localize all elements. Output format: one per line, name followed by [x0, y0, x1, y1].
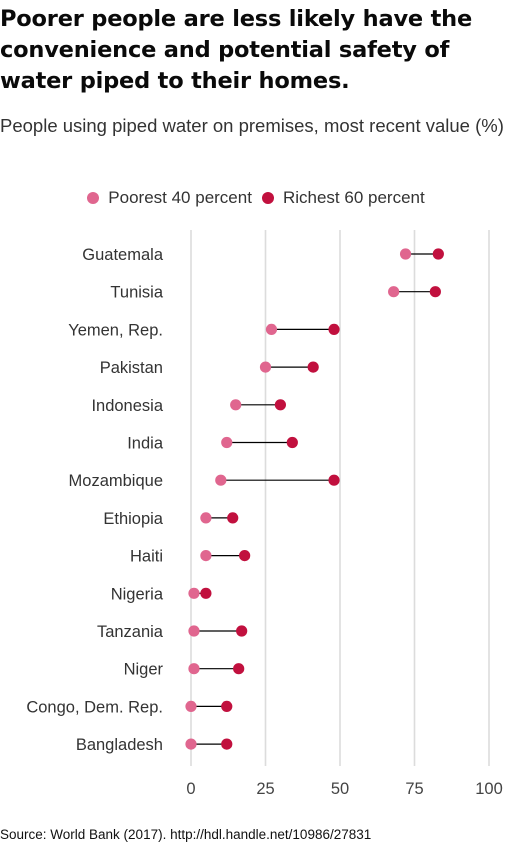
dot-richest-guatemala	[432, 248, 444, 260]
category-label-ethiopia: Ethiopia	[103, 510, 163, 528]
dot-poorest-nigeria	[188, 587, 200, 599]
legend-item-poorest: Poorest 40 percent	[87, 188, 252, 208]
legend: Poorest 40 percent Richest 60 percent	[0, 186, 512, 210]
category-label-tunisia: Tunisia	[110, 284, 163, 302]
dot-richest-india	[286, 436, 298, 449]
dot-richest-mozambique	[328, 474, 340, 486]
dot-richest-indonesia	[274, 399, 286, 411]
dot-richest-haiti	[239, 550, 251, 562]
dot-richest-tanzania	[236, 625, 248, 637]
category-label-india: India	[127, 435, 164, 453]
category-label-haiti: Haiti	[130, 548, 163, 566]
dot-poorest-haiti	[200, 550, 212, 562]
x-tick-label-0: 0	[186, 780, 195, 798]
category-label-tanzania: Tanzania	[97, 623, 164, 641]
category-label-indonesia: Indonesia	[91, 397, 163, 415]
category-label-yemen-rep: Yemen, Rep.	[68, 321, 163, 339]
dot-poorest-tanzania	[188, 625, 200, 637]
dot-poorest-indonesia	[230, 399, 242, 411]
dot-richest-pakistan	[307, 361, 319, 373]
dot-richest-niger	[233, 663, 245, 675]
x-tick-label-100: 100	[475, 780, 503, 798]
legend-swatch-richest	[261, 192, 274, 204]
dot-poorest-india	[221, 436, 233, 449]
dot-richest-congo-dem-rep	[221, 700, 233, 712]
x-tick-label-25: 25	[256, 780, 274, 798]
chart-subtitle: People using piped water on premises, mo…	[0, 115, 504, 136]
category-label-pakistan: Pakistan	[100, 359, 163, 377]
dot-richest-ethiopia	[227, 512, 239, 524]
dot-poorest-bangladesh	[185, 738, 197, 750]
category-label-niger: Niger	[124, 661, 164, 679]
dot-poorest-tunisia	[388, 286, 400, 298]
category-label-nigeria: Nigeria	[111, 585, 164, 603]
dot-poorest-pakistan	[259, 361, 272, 373]
dot-poorest-mozambique	[215, 474, 227, 486]
category-label-guatemala: Guatemala	[82, 246, 164, 264]
dot-richest-bangladesh	[221, 738, 233, 750]
dot-richest-nigeria	[200, 587, 212, 599]
dot-range-chart: 0 25 50 75 100 Guatemala Tunisia Yemen, Rep. Pak…	[26, 230, 503, 798]
dot-poorest-ethiopia	[200, 512, 212, 524]
dot-poorest-congo-dem-rep	[185, 700, 197, 712]
source-note: Source: World Bank (2017). http://hdl.ha…	[0, 827, 372, 842]
dot-richest-tunisia	[429, 286, 441, 298]
dot-richest-yemen-rep	[328, 323, 340, 335]
dot-poorest-guatemala	[399, 248, 412, 260]
dot-poorest-yemen-rep	[265, 323, 278, 335]
x-tick-label-75: 75	[405, 780, 423, 798]
category-label-bangladesh: Bangladesh	[76, 736, 163, 754]
x-tick-label-50: 50	[331, 780, 349, 798]
chart-title: Poorer people are less likely have the c…	[0, 6, 473, 94]
dot-poorest-niger	[188, 663, 200, 675]
legend-label-poorest: Poorest 40 percent	[108, 188, 252, 207]
category-label-mozambique: Mozambique	[69, 472, 163, 490]
legend-label-richest: Richest 60 percent	[282, 188, 425, 207]
legend-swatch-poorest	[87, 192, 100, 204]
category-label-congo-dem-rep: Congo, Dem. Rep.	[26, 698, 163, 716]
legend-item-richest: Richest 60 percent	[261, 188, 425, 208]
